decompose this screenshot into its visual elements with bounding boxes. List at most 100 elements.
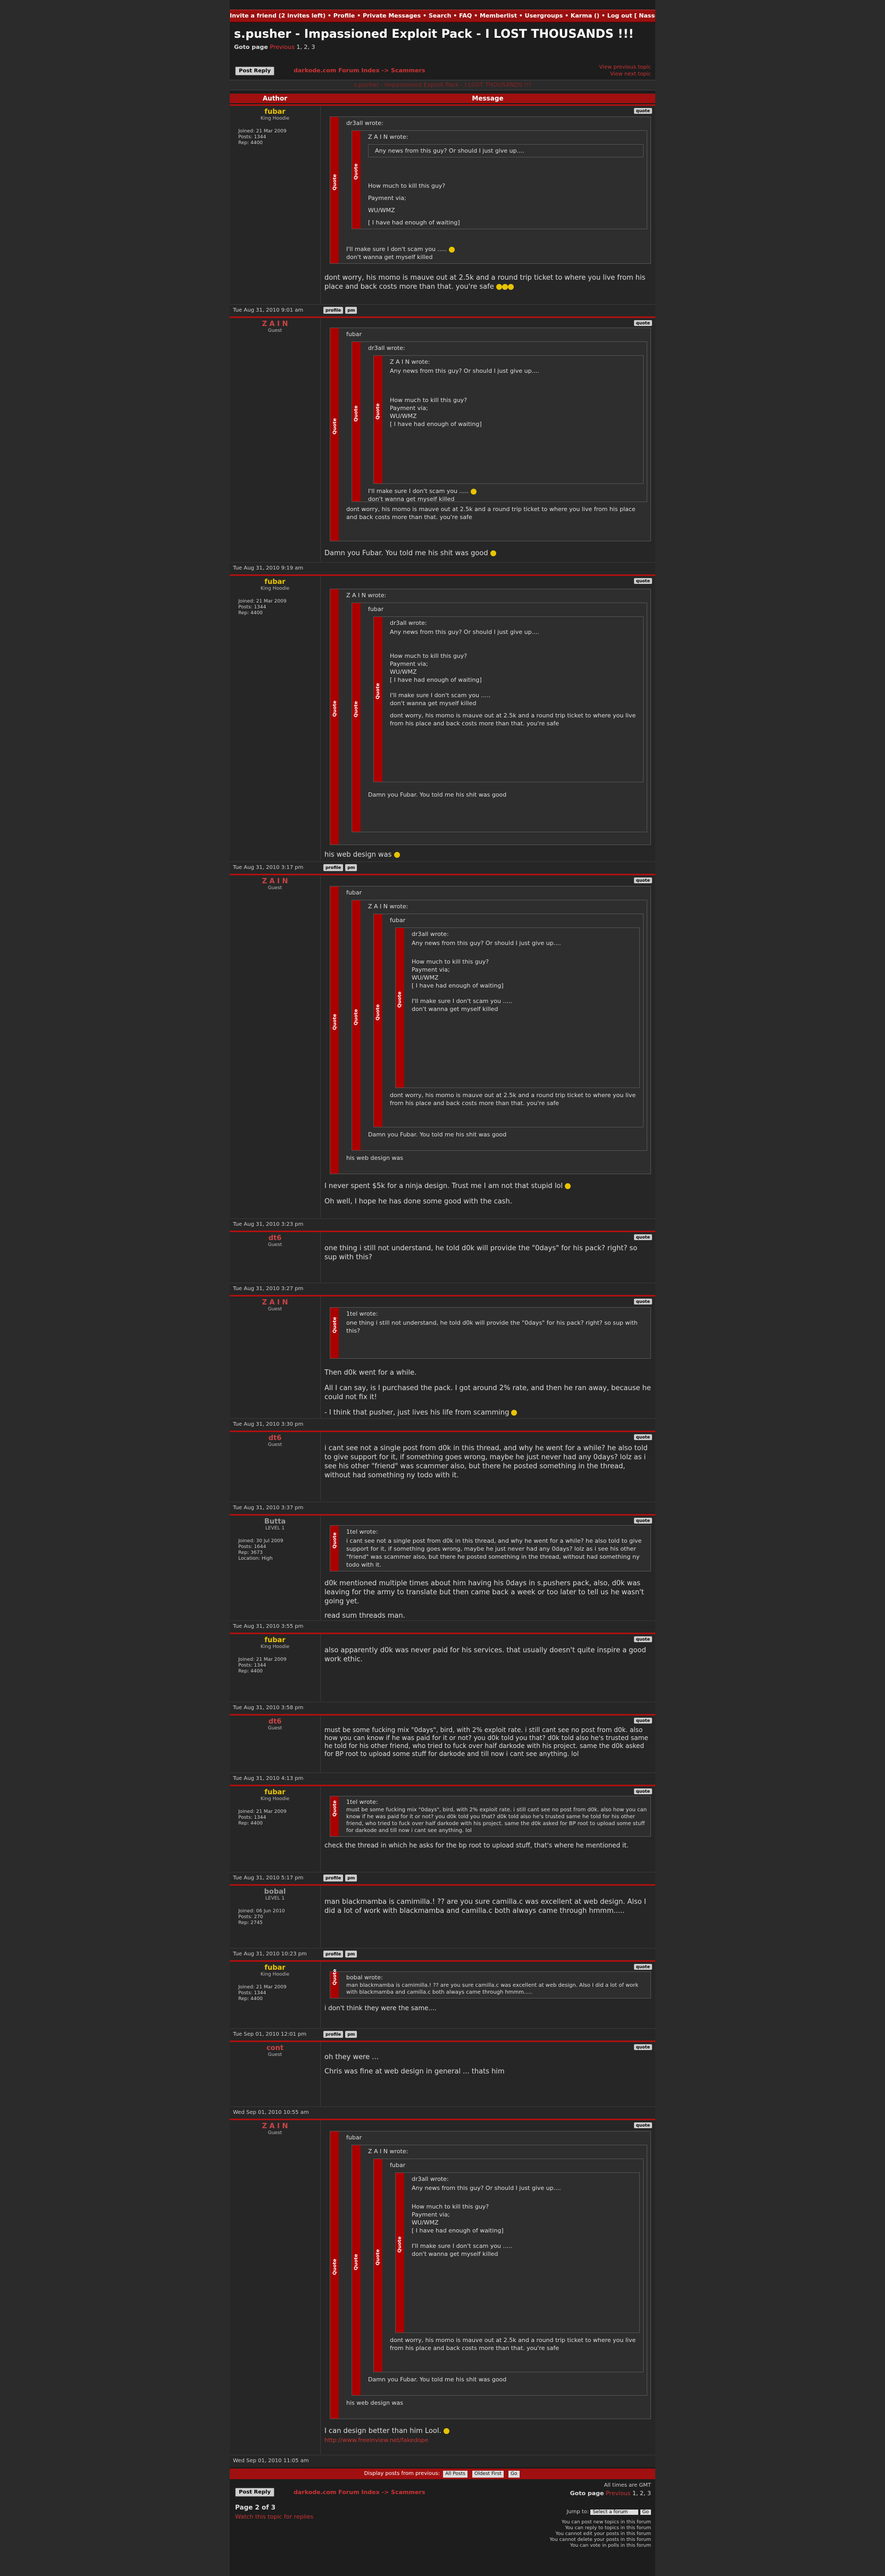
post-author-name[interactable]: fubar [264,1964,286,1972]
quote-button[interactable]: quote [633,1788,652,1794]
quote-button[interactable]: quote [633,2122,652,2128]
quote-button[interactable]: quote [633,1964,652,1970]
pm-button[interactable]: pm [345,864,357,871]
goto-page-numbers[interactable]: 1, 2, 3 [296,44,315,51]
profile-button[interactable]: profile [323,864,344,871]
post-author-panel: fubar King Hoodie Joined: 21 Mar 2009 Po… [230,1962,321,2028]
goto-previous-link[interactable]: Previous [606,2490,631,2497]
post-author-name[interactable]: cont [266,2044,284,2052]
post-author-name[interactable]: fubar [264,1636,286,1644]
nav-memberlist[interactable]: Memberlist [479,12,517,19]
posts-filter-select[interactable]: All Posts [443,2471,467,2478]
jump-to-select[interactable]: Select a forum [590,2510,639,2515]
nav-faq[interactable]: FAQ [459,12,472,19]
view-previous-topic-link[interactable]: View previous topic [599,64,651,70]
quote-button[interactable]: quote [633,578,652,584]
quote-button[interactable]: quote [633,1234,652,1240]
post-author-name[interactable]: Z A I N [262,320,288,328]
nav-private-messages[interactable]: Private Messages [362,12,421,19]
pm-button[interactable]: pm [345,1951,357,1958]
display-go-button[interactable]: Go [508,2471,520,2478]
post-footer: Tue Aug 31, 2010 3:37 pm [230,1502,655,1514]
post-author-name[interactable]: dt6 [268,1434,282,1442]
post-author-name[interactable]: dt6 [268,1718,282,1726]
forum-container: Invite a friend (2 invites left) • Profi… [230,0,655,2576]
table-header: Author Message [230,94,655,103]
post-text: must be some fucking mix "0days", bird, … [324,1726,648,1758]
quote-button[interactable]: quote [633,2044,652,2050]
page-of-indicator: Page 2 of 3 [235,2504,275,2511]
topic-title[interactable]: s.pusher - Impassioned Exploit Pack - I … [234,28,634,41]
quote-block: Quote fubar Quote Z A I N wrote: Quote f… [330,2131,651,2419]
post-author-panel: fubar King Hoodie Joined: 21 Mar 2009 Po… [230,1634,321,1701]
profile-button[interactable]: profile [323,2031,344,2038]
post-author-panel: fubar King Hoodie Joined: 21 Mar 2009 Po… [230,1786,321,1871]
permissions-list: You can post new topics in this forum Yo… [549,2520,651,2548]
quote-button[interactable]: quote [633,1518,652,1524]
post-reply-button-top[interactable]: Post Reply [235,66,274,76]
sort-order-select[interactable]: Oldest First [472,2471,504,2478]
view-next-topic-link[interactable]: View next topic [610,71,651,77]
post-text: Damn you Fubar. You told me his shit was… [324,549,488,557]
post-author-name[interactable]: dt6 [268,1234,282,1242]
post-author-name[interactable]: Butta [264,1518,286,1526]
pm-button[interactable]: pm [345,2031,357,2038]
post-author-rank: Guest [268,2130,282,2136]
post-author-rank: King Hoodie [260,1644,290,1650]
quote-button[interactable]: quote [633,1636,652,1642]
pm-button[interactable]: pm [345,1875,357,1881]
author-column-header: Author [262,95,288,102]
post-author-name[interactable]: fubar [264,578,286,586]
post-footer: Tue Aug 31, 2010 4:13 pm [230,1772,655,1785]
post-text: i cant see not a single post from d0k in… [324,1444,648,1479]
post-author-info: Joined: 30 Jul 2009 Posts: 1644 Rep: 367… [238,1538,283,1561]
post-author-name[interactable]: bobal [264,1888,286,1896]
quote-button[interactable]: quote [633,877,652,883]
display-options-bar: Display posts from previous: All Posts O… [230,2469,655,2479]
post-author-name[interactable]: Z A I N [262,877,288,885]
quote-block-nested: Quote dr3all wrote: Quote Z A I N wrote:… [352,341,647,503]
quote-button[interactable]: quote [633,108,652,114]
goto-previous-link[interactable]: Previous [270,44,295,51]
profile-button[interactable]: profile [323,1875,344,1881]
quote-button[interactable]: quote [633,320,652,326]
breadcrumb-bottom[interactable]: darkode.com Forum Index -> Scammers [294,2489,425,2496]
post-date: Tue Aug 31, 2010 3:37 pm [233,1505,304,1511]
post-author-info: Joined: 21 Mar 2009 Posts: 1344 Rep: 440… [238,1657,287,1674]
post-author-name[interactable]: fubar [264,1788,286,1796]
smile-icon [394,852,400,858]
post-author-info: Joined: 21 Mar 2009 Posts: 1344 Rep: 440… [238,599,287,616]
quote-button[interactable]: quote [633,1299,652,1304]
post-author-name[interactable]: Z A I N [262,1299,288,1307]
nav-search[interactable]: Search [428,12,452,19]
nav-logout[interactable]: Log out [ Nassef ] [607,12,655,19]
post-footer: Tue Aug 31, 2010 10:23 pm profile pm [230,1948,655,1960]
post-author-name[interactable]: fubar [264,108,286,116]
nav-profile[interactable]: Profile [333,12,355,19]
post-reply-button-bottom[interactable]: Post Reply [235,2488,274,2497]
post-author-panel: dt6 Guest [230,1716,321,1772]
post-author-panel: Z A I N Guest [230,2120,321,2454]
post-footer: Tue Aug 31, 2010 3:17 pm profile pm [230,862,655,874]
quote-button[interactable]: quote [633,1718,652,1724]
post-author-rank: LEVEL 1 [265,1526,285,1531]
post-body: Quote fubar Quote Z A I N wrote: Quote f… [324,2123,651,2445]
quote-button[interactable]: quote [633,1434,652,1440]
post-author-name[interactable]: Z A I N [262,2122,288,2130]
smile-icon [443,2428,449,2434]
nav-usergroups[interactable]: Usergroups [524,12,563,19]
nav-karma[interactable]: Karma () [570,12,599,19]
post-footer: Tue Aug 31, 2010 3:30 pm [230,1418,655,1431]
nav-invite[interactable]: Invite a friend (2 invites left) [230,12,326,19]
goto-page-numbers[interactable]: 1, 2, 3 [632,2490,651,2497]
jump-go-button[interactable]: Go [640,2510,651,2515]
profile-button[interactable]: profile [323,307,344,314]
pm-button[interactable]: pm [345,307,357,314]
profile-button[interactable]: profile [323,1951,344,1958]
breadcrumb-top[interactable]: darkode.com Forum Index -> Scammers [294,67,425,74]
jump-to: Jump to: Select a forum Go [566,2509,651,2515]
post-text: also apparently d0k was never paid for h… [324,1646,646,1663]
post-author-panel: Z A I N Guest [230,875,321,1218]
post-text: dont worry, his momo is mauve out at 2.5… [324,274,646,291]
signature-link[interactable]: http://www.freeinview.net/fakedope [324,2437,429,2444]
